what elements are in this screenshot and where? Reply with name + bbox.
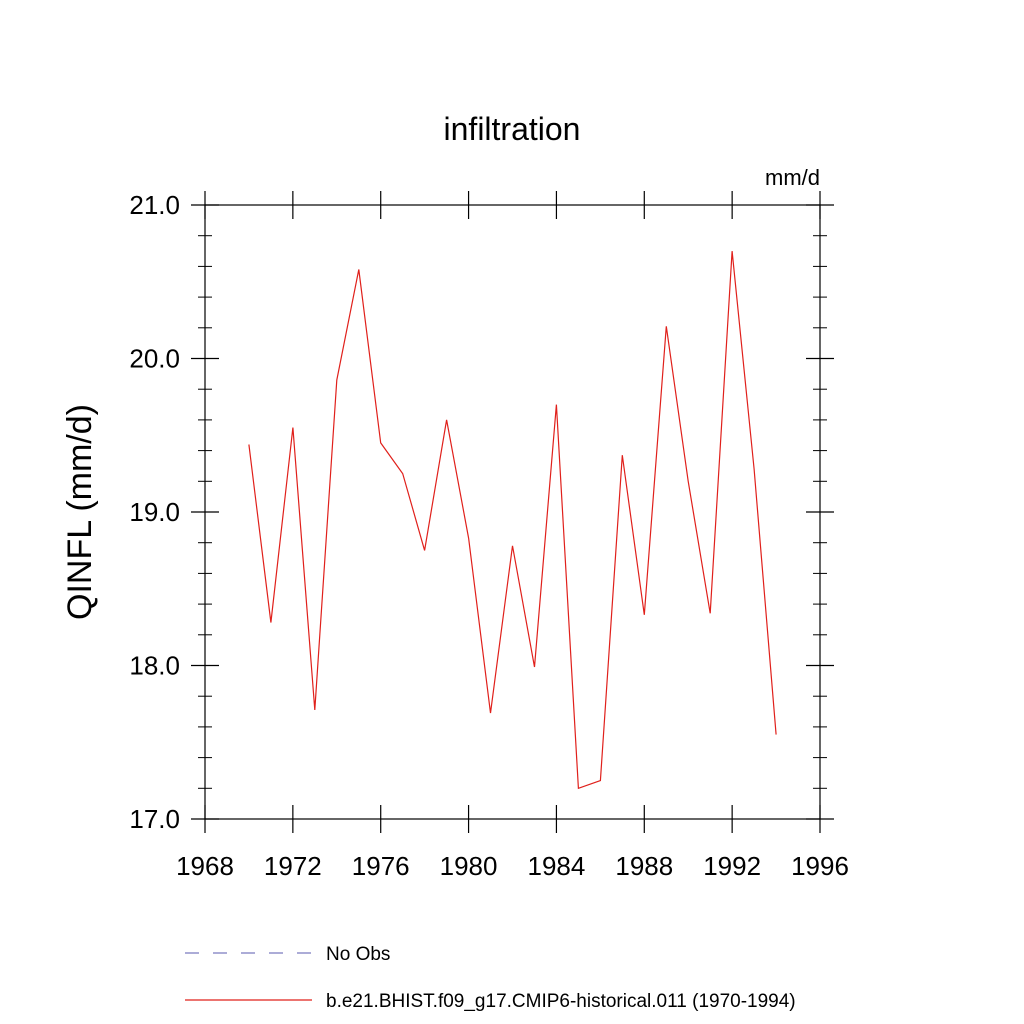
plot-frame xyxy=(204,204,821,820)
x-tick-label: 1972 xyxy=(264,851,322,881)
legend: No Obs b.e21.BHIST.f09_g17.CMIP6-historic… xyxy=(185,944,796,1012)
x-tick-label: 1988 xyxy=(615,851,673,881)
x-tick-label: 1992 xyxy=(703,851,761,881)
y-axis-label: QINFL (mm/d) xyxy=(61,404,99,620)
y-tick-label: 19.0 xyxy=(129,497,180,527)
x-tick-label: 1968 xyxy=(176,851,234,881)
legend-label-1: b.e21.BHIST.f09_g17.CMIP6-historical.011… xyxy=(326,991,796,1012)
axes-layer: 1968 1972 1976 1980 1984 1988 1992 1996 17.0 18.0… xyxy=(129,190,849,881)
units-label: mm/d xyxy=(765,165,820,190)
x-tick-label: 1996 xyxy=(791,851,849,881)
legend-label-0: No Obs xyxy=(326,944,390,965)
x-tick-label: 1980 xyxy=(440,851,498,881)
series-line-1 xyxy=(248,251,777,790)
y-tick-label: 21.0 xyxy=(129,190,180,220)
x-tick-label: 1984 xyxy=(528,851,586,881)
y-tick-label: 17.0 xyxy=(129,804,180,834)
x-tick-label: 1976 xyxy=(352,851,410,881)
chart-title: infiltration xyxy=(444,111,581,147)
y-tick-label: 20.0 xyxy=(129,344,180,374)
y-tick-label: 18.0 xyxy=(129,651,180,681)
series-layer xyxy=(248,251,777,790)
